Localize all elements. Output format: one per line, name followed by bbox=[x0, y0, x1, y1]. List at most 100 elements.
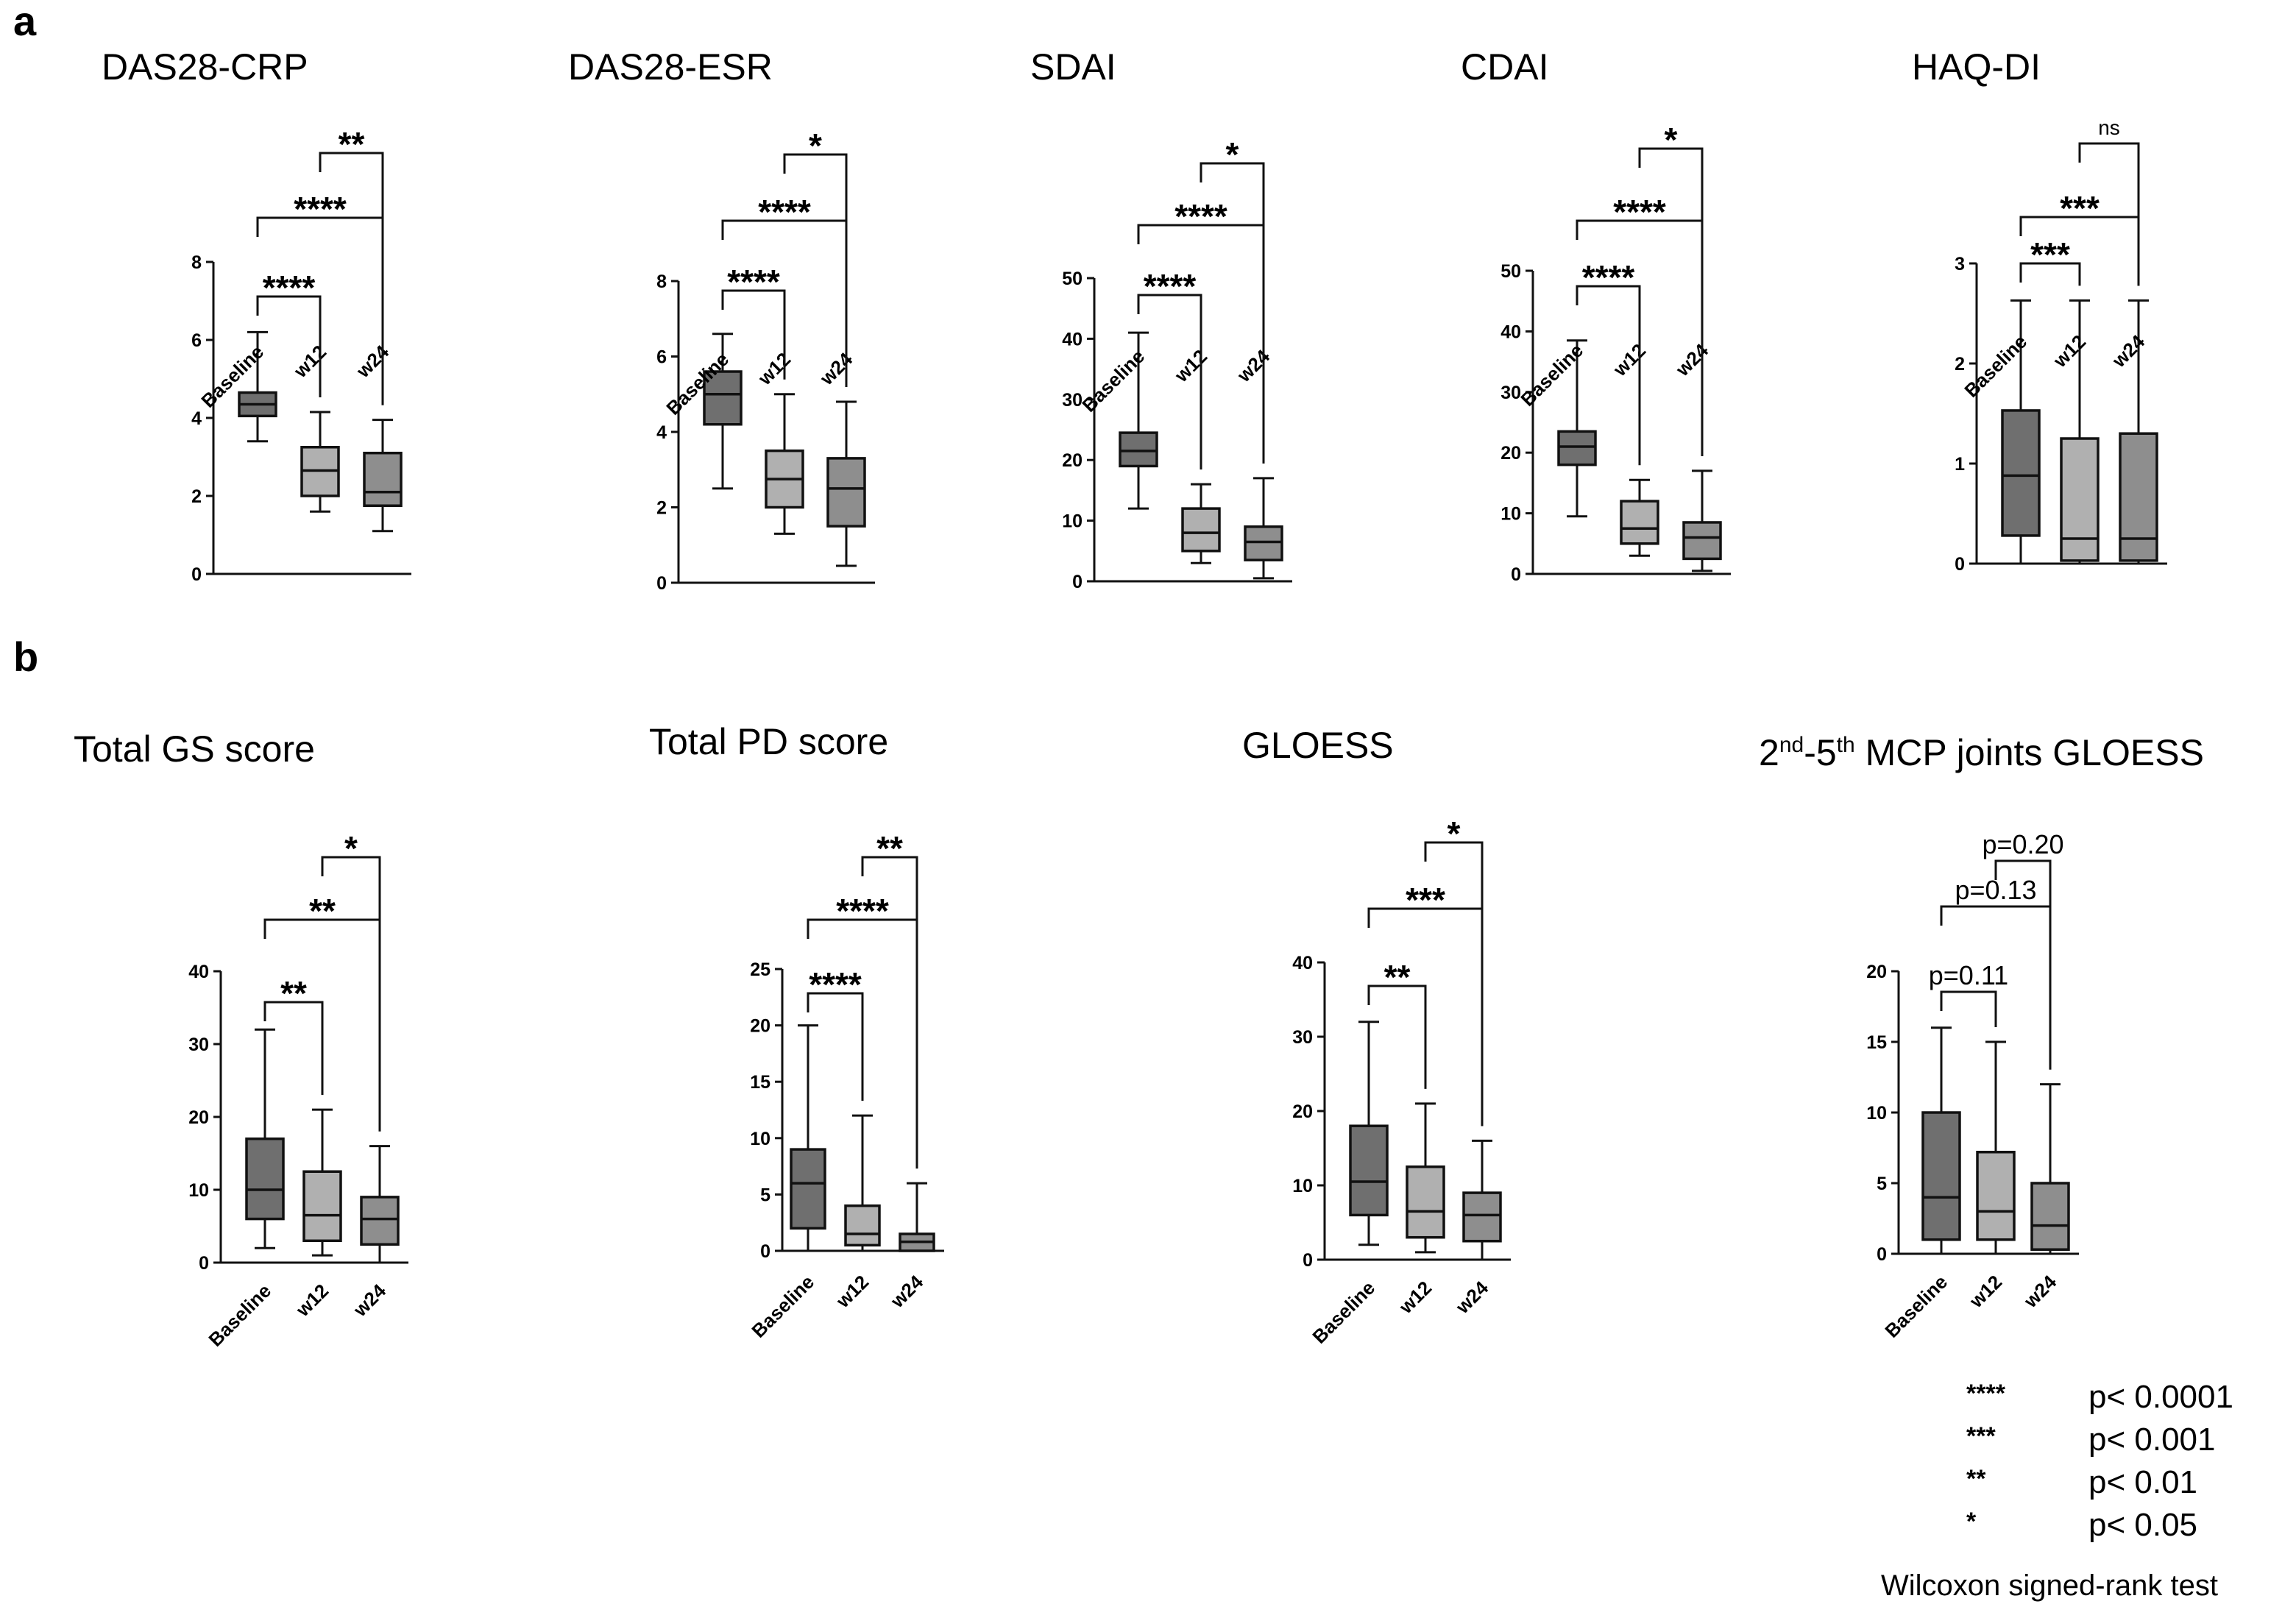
category-label: Baseline bbox=[1308, 1277, 1379, 1348]
box-iqr bbox=[1976, 1151, 2016, 1241]
y-tick-label: 6 bbox=[656, 347, 667, 368]
chart-title-total-gs-score: Total GS score bbox=[74, 728, 315, 770]
significance-label: **** bbox=[1144, 267, 1197, 305]
y-tick-label: 2 bbox=[1955, 354, 1965, 375]
y-tick-label: 50 bbox=[1500, 261, 1521, 282]
box-w24 bbox=[360, 1145, 400, 1264]
significance-label: ** bbox=[309, 892, 336, 930]
significance-label: *** bbox=[1406, 881, 1445, 919]
y-tick-label: 0 bbox=[656, 573, 667, 594]
category-label: w24 bbox=[1671, 339, 1713, 381]
y-tick-label: 8 bbox=[656, 272, 667, 292]
box-iqr bbox=[363, 451, 403, 508]
category-label: Baseline bbox=[1880, 1271, 1952, 1342]
box-baseline bbox=[238, 330, 277, 443]
box-iqr bbox=[2001, 409, 2041, 537]
y-tick-label: 3 bbox=[1955, 254, 1965, 274]
significance-label: ** bbox=[339, 125, 365, 163]
chart-title-cdai: CDAI bbox=[1461, 46, 1548, 88]
box-w12 bbox=[1406, 1102, 1445, 1254]
box-iqr bbox=[1620, 500, 1659, 545]
y-tick-label: 5 bbox=[1877, 1174, 1887, 1194]
y-tick-label: 0 bbox=[760, 1241, 770, 1262]
title-sup-th: th bbox=[1837, 733, 1855, 757]
y-tick-label: 4 bbox=[191, 408, 202, 429]
significance-label: p=0.20 bbox=[1982, 829, 2063, 859]
category-label: w12 bbox=[832, 1271, 874, 1313]
box-w24 bbox=[363, 419, 403, 533]
significance-bracket bbox=[263, 1001, 324, 1096]
box-iqr bbox=[2030, 1182, 2070, 1251]
significance-bracket bbox=[1424, 841, 1484, 1126]
y-tick-label: 15 bbox=[750, 1072, 770, 1093]
box-w12 bbox=[765, 393, 804, 535]
y-tick-label: 4 bbox=[656, 422, 667, 443]
box-baseline bbox=[790, 1024, 826, 1252]
legend-symbol-1: * bbox=[1966, 1508, 1977, 1536]
legend-symbol-3: *** bbox=[1966, 1422, 1996, 1450]
y-tick-label: 40 bbox=[188, 962, 209, 982]
box-w12 bbox=[302, 1108, 342, 1257]
significance-bracket bbox=[2019, 262, 2081, 286]
y-tick-label: 15 bbox=[1866, 1032, 1887, 1053]
box-iqr bbox=[245, 1137, 285, 1221]
y-tick-label: 0 bbox=[1877, 1244, 1887, 1265]
significance-label: * bbox=[809, 127, 822, 165]
title-part-rest: MCP joints GLOESS bbox=[1855, 732, 2204, 773]
y-tick-label: 20 bbox=[1292, 1101, 1313, 1122]
y-tick-label: 50 bbox=[1062, 269, 1083, 289]
box-baseline bbox=[1119, 331, 1158, 510]
category-label: w12 bbox=[1170, 345, 1212, 387]
chart-title-haq-di: HAQ-DI bbox=[1912, 46, 2041, 88]
significance-label: * bbox=[1448, 815, 1461, 853]
box-w12 bbox=[300, 411, 340, 513]
box-iqr bbox=[844, 1204, 881, 1247]
significance-label: * bbox=[1226, 135, 1239, 174]
legend: **** p< 0.0001 *** p< 0.001 ** p< 0.01 *… bbox=[1881, 1379, 2233, 1602]
y-tick-label: 8 bbox=[191, 252, 202, 273]
box-iqr bbox=[302, 1170, 342, 1243]
y-tick-label: 10 bbox=[1062, 511, 1083, 532]
chart-title-total-pd-score: Total PD score bbox=[649, 721, 888, 762]
chart-title-das28-esr: DAS28-ESR bbox=[568, 46, 773, 88]
significance-label: **** bbox=[1582, 258, 1635, 297]
y-tick-label: 2 bbox=[191, 486, 202, 507]
y-tick-label: 10 bbox=[188, 1180, 209, 1201]
significance-label: **** bbox=[294, 190, 347, 228]
y-tick-label: 30 bbox=[1500, 383, 1521, 403]
box-iqr bbox=[1244, 525, 1283, 561]
significance-bracket bbox=[1367, 984, 1427, 1089]
legend-symbol-4: **** bbox=[1966, 1380, 2006, 1408]
category-label: w24 bbox=[2019, 1271, 2061, 1313]
box-w12 bbox=[2060, 299, 2100, 565]
significance-bracket bbox=[1137, 294, 1202, 470]
category-label: w24 bbox=[886, 1271, 928, 1313]
significance-label: **** bbox=[1174, 197, 1227, 235]
y-tick-label: 10 bbox=[1292, 1176, 1313, 1196]
y-tick-label: 0 bbox=[1511, 564, 1521, 585]
box-w24 bbox=[826, 400, 866, 567]
y-tick-label: 30 bbox=[1062, 390, 1083, 411]
category-label: Baseline bbox=[747, 1271, 818, 1342]
y-tick-label: 30 bbox=[1292, 1027, 1313, 1048]
chart-title-gloess: GLOESS bbox=[1242, 725, 1394, 766]
title-part-5: -5 bbox=[1804, 732, 1836, 773]
y-tick-label: 10 bbox=[1500, 504, 1521, 525]
box-w12 bbox=[1976, 1040, 2016, 1255]
box-w24 bbox=[1244, 477, 1283, 580]
y-tick-label: 30 bbox=[188, 1035, 209, 1055]
y-tick-label: 1 bbox=[1955, 454, 1965, 475]
box-iqr bbox=[360, 1196, 400, 1246]
y-tick-label: 5 bbox=[760, 1185, 770, 1205]
y-tick-label: 0 bbox=[199, 1253, 209, 1274]
y-tick-label: 40 bbox=[1292, 953, 1313, 973]
significance-bracket bbox=[256, 295, 322, 398]
box-baseline bbox=[1557, 339, 1597, 518]
y-tick-label: 20 bbox=[1866, 962, 1887, 982]
significance-label: ns bbox=[2098, 116, 2120, 139]
legend-text-2: p< 0.01 bbox=[2088, 1464, 2197, 1500]
category-label: w24 bbox=[349, 1280, 391, 1321]
